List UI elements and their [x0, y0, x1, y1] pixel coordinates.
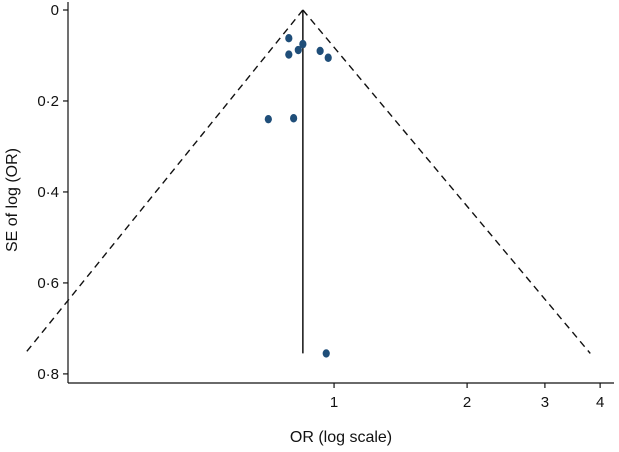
y-axis-title: SE of log (OR): [4, 148, 21, 252]
x-tick-label: 2: [463, 394, 471, 411]
funnel-lines: [24, 9, 591, 354]
study-point: [324, 53, 332, 62]
x-tick-label: 4: [596, 394, 604, 411]
study-point: [285, 50, 293, 59]
study-point: [322, 349, 330, 358]
x-axis-title: OR (log scale): [290, 429, 392, 446]
study-point: [294, 45, 302, 55]
x-tick-label: 1: [330, 394, 338, 411]
study-point: [264, 114, 272, 124]
y-tick-label: 0: [51, 2, 59, 19]
study-point: [285, 34, 293, 43]
tick-labels: 0 0·2 0·4 0·6 0·8 1 2 3 4: [37, 2, 604, 411]
data-points: [264, 34, 332, 358]
y-tick-label: 0·8: [37, 366, 59, 383]
axes: [63, 2, 614, 388]
y-tick-label: 0·6: [37, 275, 59, 292]
study-point: [290, 114, 298, 123]
y-tick-label: 0·4: [37, 184, 59, 201]
funnel-left-limit: [24, 9, 304, 354]
funnel-right-limit: [302, 9, 591, 354]
y-tick-label: 0·2: [37, 93, 59, 110]
study-point: [299, 39, 307, 49]
x-tick-label: 3: [541, 394, 549, 411]
study-point: [316, 46, 324, 56]
